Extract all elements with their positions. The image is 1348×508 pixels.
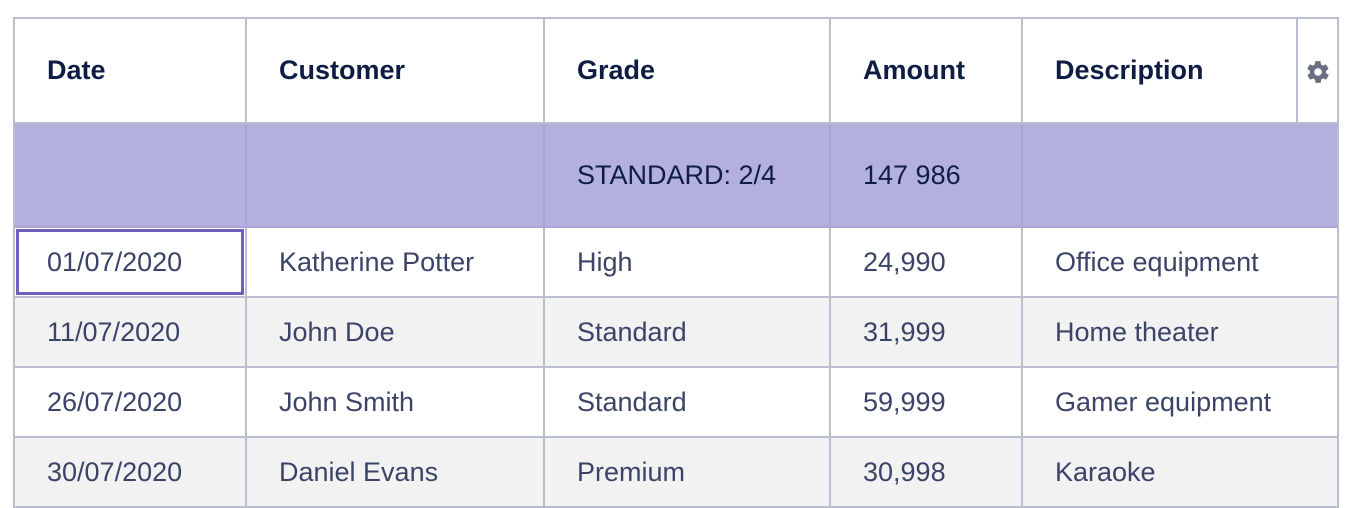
table-cell-amount[interactable]: 24,990 [830, 227, 1023, 298]
group-cell-amount: 147 986 [830, 123, 1023, 228]
column-header-grade[interactable]: Grade [544, 19, 831, 124]
table-row[interactable]: 01/07/2020 Katherine Potter High 24,990 … [15, 227, 1337, 298]
table-cell-date[interactable]: 11/07/2020 [15, 297, 247, 368]
group-cell-customer [246, 123, 545, 228]
data-grid: Date Customer Grade Amount Description S… [13, 17, 1339, 508]
column-header-amount[interactable]: Amount [830, 19, 1023, 124]
table-cell-description[interactable]: Office equipment [1022, 227, 1337, 298]
column-header-customer[interactable]: Customer [246, 19, 545, 124]
table-cell-date[interactable]: 01/07/2020 [15, 227, 247, 298]
column-header-date[interactable]: Date [15, 19, 247, 124]
table-cell-grade[interactable]: Standard [544, 297, 831, 368]
table-cell-description[interactable]: Home theater [1022, 297, 1337, 368]
table-cell-date[interactable]: 30/07/2020 [15, 437, 247, 508]
header-row: Date Customer Grade Amount Description [15, 19, 1337, 124]
table-cell-customer[interactable]: Katherine Potter [246, 227, 545, 298]
group-cell-grade: STANDARD: 2/4 [544, 123, 831, 228]
table-row[interactable]: 30/07/2020 Daniel Evans Premium 30,998 K… [15, 437, 1337, 508]
table-cell-customer[interactable]: John Doe [246, 297, 545, 368]
table-cell-grade[interactable]: Standard [544, 367, 831, 438]
table-cell-amount[interactable]: 59,999 [830, 367, 1023, 438]
table-row[interactable]: 11/07/2020 John Doe Standard 31,999 Home… [15, 297, 1337, 368]
column-header-description[interactable]: Description [1022, 19, 1298, 124]
table-cell-description[interactable]: Karaoke [1022, 437, 1337, 508]
table-cell-date[interactable]: 26/07/2020 [15, 367, 247, 438]
table-row[interactable]: 26/07/2020 John Smith Standard 59,999 Ga… [15, 367, 1337, 438]
table-cell-description[interactable]: Gamer equipment [1022, 367, 1337, 438]
table-cell-customer[interactable]: John Smith [246, 367, 545, 438]
table-cell-customer[interactable]: Daniel Evans [246, 437, 545, 508]
table-cell-amount[interactable]: 30,998 [830, 437, 1023, 508]
group-summary-row[interactable]: STANDARD: 2/4 147 986 [15, 123, 1337, 228]
gear-icon[interactable] [1305, 59, 1331, 85]
data-table: Date Customer Grade Amount Description S… [15, 19, 1337, 508]
table-cell-amount[interactable]: 31,999 [830, 297, 1023, 368]
group-cell-description [1022, 123, 1337, 228]
table-cell-grade[interactable]: Premium [544, 437, 831, 508]
column-settings-button[interactable] [1297, 19, 1337, 124]
table-cell-grade[interactable]: High [544, 227, 831, 298]
group-cell-date [15, 123, 247, 228]
